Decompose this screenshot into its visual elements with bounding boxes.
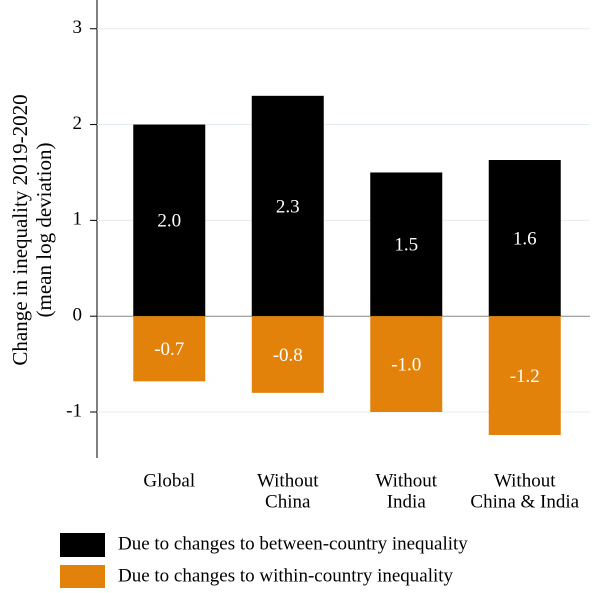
legend-swatch bbox=[60, 565, 105, 589]
bar bbox=[133, 124, 206, 317]
y-tick-label: 3 bbox=[73, 17, 83, 38]
y-tick-label: 1 bbox=[73, 209, 83, 230]
value-label: -0.8 bbox=[273, 345, 303, 366]
legend-label: Due to changes to within-country inequal… bbox=[118, 565, 454, 586]
value-label: 1.6 bbox=[513, 228, 537, 249]
x-tick-label: China bbox=[265, 491, 311, 512]
x-tick-label: India bbox=[387, 491, 427, 512]
legend-label: Due to changes to between-country inequa… bbox=[118, 533, 468, 554]
bar bbox=[488, 316, 561, 436]
bar bbox=[133, 316, 206, 382]
value-label: 2.0 bbox=[157, 211, 181, 232]
value-label: 1.5 bbox=[394, 235, 418, 256]
y-axis-label: Change in inequality 2019-2020 bbox=[8, 94, 32, 365]
value-label: -1.0 bbox=[391, 354, 421, 375]
x-tick-label: Without bbox=[257, 470, 319, 491]
x-tick-label: Without bbox=[494, 470, 556, 491]
x-tick-label: Without bbox=[375, 470, 437, 491]
value-label: -1.2 bbox=[510, 366, 540, 387]
bar bbox=[251, 316, 324, 393]
x-tick-label: China & India bbox=[470, 491, 579, 512]
value-label: -0.7 bbox=[154, 339, 184, 360]
y-tick-label: -1 bbox=[66, 400, 82, 421]
bar bbox=[251, 95, 324, 317]
bar bbox=[488, 160, 561, 317]
y-tick-label: 2 bbox=[73, 113, 83, 134]
bar bbox=[370, 316, 443, 413]
x-tick-label: Global bbox=[143, 470, 195, 491]
y-tick-label: 0 bbox=[73, 305, 83, 326]
bar bbox=[370, 172, 443, 317]
legend-swatch bbox=[60, 533, 105, 557]
value-label: 2.3 bbox=[276, 196, 300, 217]
y-axis-label: (mean log deviation) bbox=[32, 143, 56, 318]
